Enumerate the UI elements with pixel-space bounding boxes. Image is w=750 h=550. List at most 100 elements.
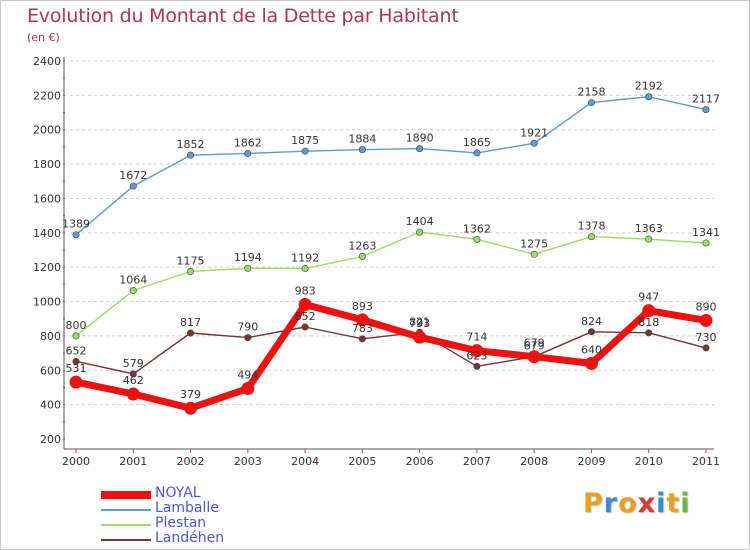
data-label: 817 bbox=[180, 316, 201, 329]
data-point bbox=[72, 231, 80, 239]
legend-item-plestan: Plestan bbox=[101, 515, 301, 532]
data-point bbox=[244, 334, 252, 342]
y-tick-label: 1400 bbox=[33, 227, 61, 240]
logo-letter: t bbox=[666, 488, 681, 519]
series-lines bbox=[72, 96, 710, 412]
data-point bbox=[645, 235, 653, 243]
x-tick-label: 2005 bbox=[348, 455, 376, 468]
legend-swatch bbox=[101, 491, 151, 499]
y-tick-label: 1200 bbox=[33, 261, 61, 274]
logo-letter: P bbox=[583, 488, 604, 519]
logo-letter: o bbox=[618, 488, 638, 519]
data-point bbox=[473, 149, 481, 157]
data-point bbox=[129, 182, 137, 190]
data-point bbox=[416, 145, 424, 153]
logo-letter: i bbox=[680, 488, 691, 519]
data-label: 623 bbox=[466, 349, 487, 362]
data-label: 1921 bbox=[520, 126, 548, 139]
data-label: 1404 bbox=[406, 215, 434, 228]
data-label: 531 bbox=[66, 362, 87, 375]
data-point bbox=[587, 99, 595, 107]
data-label: 652 bbox=[66, 344, 87, 357]
x-tick-label: 2008 bbox=[520, 455, 548, 468]
legend-label: Lamballe bbox=[155, 500, 219, 516]
data-point bbox=[530, 250, 538, 258]
legend-item-landéhen: Landéhen bbox=[101, 530, 301, 547]
data-label: 800 bbox=[66, 319, 87, 332]
data-point bbox=[69, 375, 83, 389]
data-label: 890 bbox=[696, 300, 717, 313]
series-line-noyal bbox=[72, 301, 710, 412]
data-label: 818 bbox=[638, 316, 659, 329]
data-label: 1341 bbox=[692, 226, 720, 239]
legend-swatch bbox=[101, 539, 151, 541]
data-point bbox=[301, 147, 309, 155]
data-label: 947 bbox=[638, 291, 659, 304]
y-tick-label: 2000 bbox=[33, 124, 61, 137]
data-label: 790 bbox=[237, 321, 258, 334]
x-tick-label: 2002 bbox=[177, 455, 205, 468]
data-point bbox=[473, 362, 481, 370]
x-tick-label: 2001 bbox=[119, 455, 147, 468]
data-label: 1275 bbox=[520, 237, 548, 250]
y-tick-label: 600 bbox=[40, 364, 61, 377]
data-point bbox=[301, 265, 309, 273]
legend-label: NOYAL bbox=[155, 485, 201, 501]
data-label: 1378 bbox=[577, 220, 605, 233]
data-label: 730 bbox=[696, 331, 717, 344]
data-label: 1192 bbox=[291, 252, 319, 265]
logo-letter: x bbox=[637, 488, 657, 519]
data-point bbox=[241, 381, 255, 395]
data-point bbox=[470, 344, 484, 358]
proxiti-logo: Proxiti bbox=[583, 488, 691, 519]
data-point bbox=[702, 239, 710, 247]
y-tick-label: 1800 bbox=[33, 158, 61, 171]
legend-label: Landéhen bbox=[155, 530, 225, 546]
legend-swatch bbox=[101, 509, 151, 511]
y-tick-label: 1000 bbox=[33, 296, 61, 309]
data-label: 1362 bbox=[463, 222, 491, 235]
data-point bbox=[702, 344, 710, 352]
data-label: 893 bbox=[352, 300, 373, 313]
data-label: 983 bbox=[295, 284, 316, 297]
data-point bbox=[184, 401, 198, 415]
y-tick-label: 1600 bbox=[33, 192, 61, 205]
logo-letter: r bbox=[603, 488, 619, 519]
x-tick-label: 2003 bbox=[234, 455, 262, 468]
data-label: 824 bbox=[581, 315, 602, 328]
x-tick-label: 2007 bbox=[463, 455, 491, 468]
x-tick-label: 2010 bbox=[635, 455, 663, 468]
series-line-lamballe bbox=[75, 96, 707, 236]
y-tick-label: 2200 bbox=[33, 89, 61, 102]
data-label: 1263 bbox=[348, 239, 376, 252]
data-point bbox=[699, 313, 713, 327]
data-label: 1862 bbox=[234, 136, 262, 149]
data-point bbox=[298, 297, 312, 311]
data-label: 1875 bbox=[291, 134, 319, 147]
data-point bbox=[187, 151, 195, 159]
grid-lines bbox=[70, 60, 714, 406]
data-point bbox=[702, 106, 710, 114]
data-label: 1389 bbox=[62, 218, 90, 231]
x-tick-label: 2000 bbox=[62, 455, 90, 468]
y-tick-label: 200 bbox=[40, 433, 61, 446]
data-label: 462 bbox=[123, 374, 144, 387]
data-labels: 1389 1672 1852 1862 1875 1884 1890 1865 1921 2158… bbox=[62, 80, 720, 402]
data-point bbox=[416, 228, 424, 236]
data-point bbox=[358, 335, 366, 343]
data-label: 1672 bbox=[119, 169, 147, 182]
y-tick-label: 2400 bbox=[33, 55, 61, 68]
data-label: 579 bbox=[123, 357, 144, 370]
data-label: 1884 bbox=[348, 133, 376, 146]
data-point bbox=[301, 323, 309, 331]
data-point bbox=[358, 146, 366, 154]
x-tick-label: 2006 bbox=[406, 455, 434, 468]
data-point bbox=[527, 350, 541, 364]
data-label: 494 bbox=[237, 368, 258, 381]
data-label: 783 bbox=[352, 322, 373, 335]
x-tick-label: 2009 bbox=[577, 455, 605, 468]
data-point bbox=[244, 264, 252, 272]
y-tick-label: 800 bbox=[40, 330, 61, 343]
data-point bbox=[587, 233, 595, 241]
